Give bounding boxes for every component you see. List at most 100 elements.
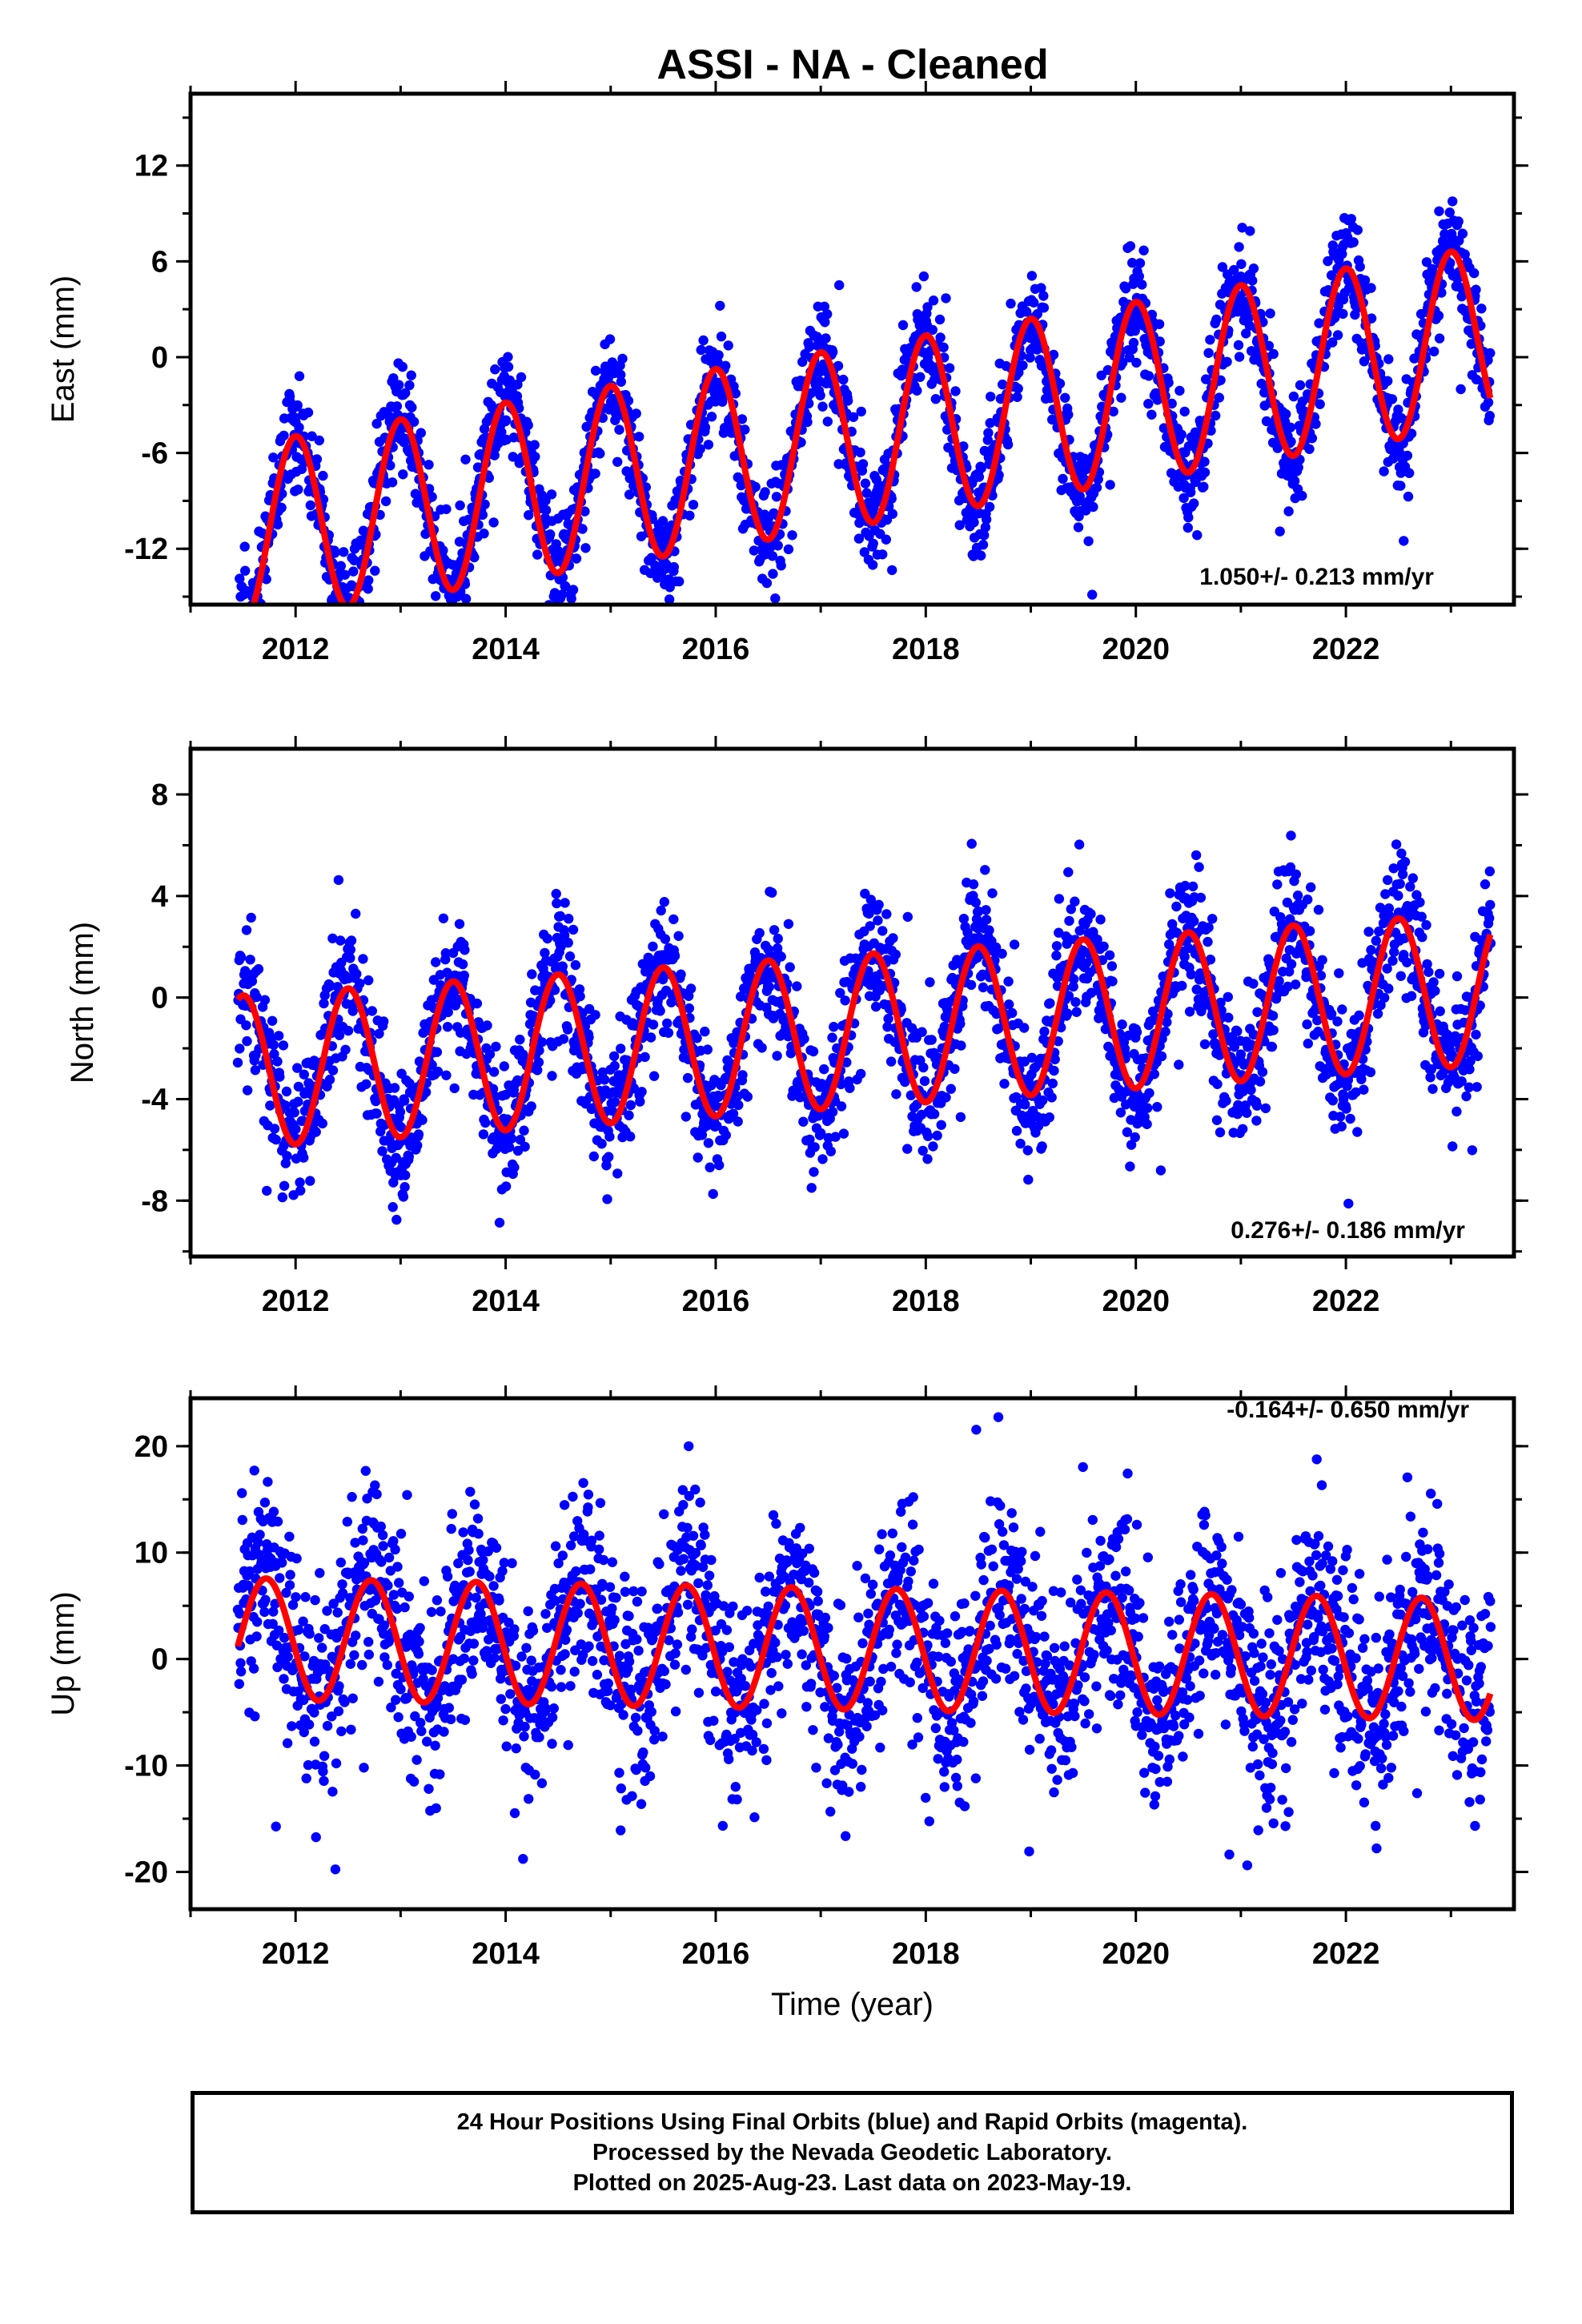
data-point — [1337, 249, 1347, 259]
data-point — [260, 1594, 271, 1605]
data-point — [1152, 395, 1163, 405]
data-point — [547, 1071, 557, 1081]
data-point — [317, 1118, 327, 1129]
data-point — [1359, 275, 1371, 286]
data-point — [418, 1027, 428, 1038]
data-point — [1315, 399, 1325, 409]
data-point — [1074, 839, 1085, 850]
data-point — [460, 593, 472, 604]
data-point — [400, 1182, 410, 1192]
data-point — [1355, 261, 1365, 272]
data-point — [1447, 196, 1458, 207]
data-point — [480, 1117, 491, 1128]
data-point — [1037, 1141, 1047, 1152]
data-point — [773, 541, 783, 551]
data-point — [504, 1142, 515, 1152]
data-point — [976, 463, 986, 473]
data-point — [278, 1040, 289, 1051]
data-point — [1383, 354, 1394, 364]
data-point — [562, 1024, 573, 1035]
data-point — [442, 967, 452, 978]
data-point — [1158, 423, 1170, 433]
data-point — [1255, 1076, 1266, 1087]
data-point — [311, 1831, 321, 1843]
data-point — [1429, 346, 1439, 357]
data-point — [1127, 258, 1138, 268]
data-point — [413, 1129, 424, 1140]
data-point — [1143, 371, 1154, 381]
data-point — [241, 1020, 251, 1031]
data-point — [918, 271, 930, 282]
data-point — [1183, 512, 1194, 523]
data-point — [994, 470, 1004, 480]
data-point — [617, 353, 628, 364]
data-point — [797, 356, 808, 368]
data-point — [1428, 977, 1439, 987]
data-point — [1406, 428, 1417, 439]
data-point — [825, 1146, 837, 1157]
data-point — [293, 485, 303, 495]
data-point — [447, 629, 456, 639]
data-point — [457, 626, 467, 636]
data-point — [250, 1065, 261, 1076]
data-point — [440, 612, 450, 621]
data-point — [346, 935, 357, 946]
data-point — [773, 933, 783, 944]
data-point — [1306, 882, 1316, 893]
data-point — [607, 1105, 617, 1116]
data-point — [1048, 349, 1059, 360]
data-point — [532, 1065, 543, 1076]
data-point — [799, 1034, 809, 1044]
data-point — [648, 1071, 660, 1081]
data-point — [305, 500, 315, 511]
data-point — [279, 430, 289, 441]
data-point — [279, 1180, 290, 1192]
data-point — [745, 971, 756, 982]
data-point — [986, 392, 996, 402]
data-point — [1327, 337, 1338, 348]
data-point — [827, 347, 838, 357]
data-point — [1046, 1092, 1057, 1103]
data-point — [1179, 951, 1190, 962]
rate-annotation: 0.276+/- 0.186 mm/yr — [1231, 1217, 1465, 1244]
data-point — [255, 1530, 265, 1540]
data-point — [616, 376, 626, 387]
data-point — [1025, 352, 1035, 363]
data-point — [1447, 1141, 1458, 1152]
data-point — [1124, 352, 1135, 363]
data-point — [301, 1773, 311, 1783]
data-point — [1060, 392, 1070, 403]
data-point — [1471, 1029, 1481, 1040]
data-point — [887, 565, 897, 576]
data-point — [1457, 228, 1468, 239]
data-point — [1281, 408, 1291, 420]
plot-frame — [188, 91, 1516, 607]
data-point — [1356, 1074, 1367, 1084]
data-point — [385, 460, 396, 471]
data-point — [1023, 1174, 1034, 1185]
data-point — [1423, 967, 1434, 978]
data-point — [540, 505, 552, 516]
data-point — [533, 1057, 544, 1068]
data-point — [590, 1010, 600, 1020]
data-point — [268, 1039, 279, 1051]
data-point — [1461, 1091, 1472, 1102]
data-point — [749, 545, 759, 556]
data-point — [1387, 955, 1398, 966]
data-point — [1387, 394, 1398, 404]
data-point — [968, 551, 979, 561]
data-point — [243, 625, 253, 635]
data-point — [251, 640, 260, 649]
data-point — [981, 915, 992, 925]
data-point — [815, 1128, 826, 1139]
data-point — [460, 454, 471, 464]
data-point — [624, 489, 635, 500]
data-point — [706, 412, 717, 422]
data-point — [703, 440, 714, 450]
data-point — [857, 459, 869, 469]
data-point — [1203, 348, 1214, 358]
data-point — [566, 593, 576, 604]
data-point — [771, 492, 782, 502]
data-point — [563, 938, 573, 948]
